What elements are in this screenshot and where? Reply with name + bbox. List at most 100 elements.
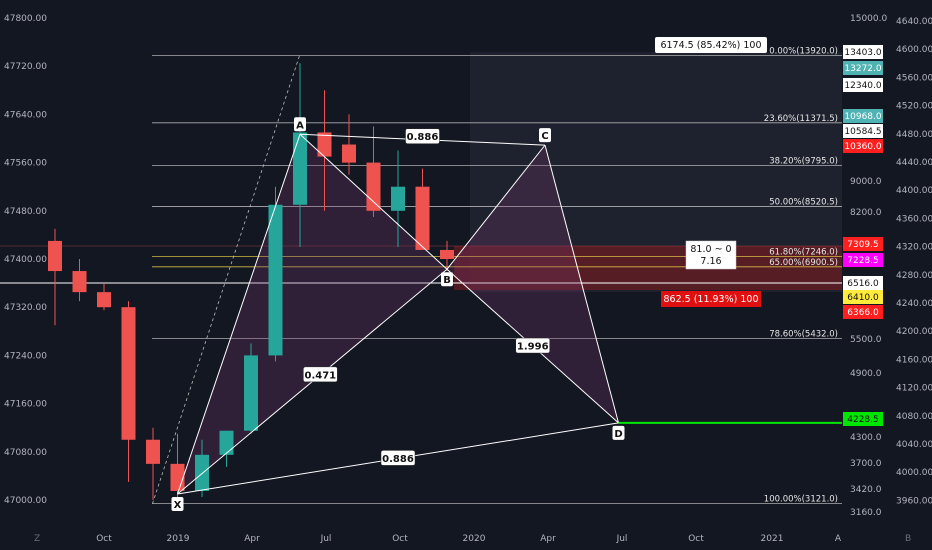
pattern-line-BC: [446, 144, 546, 270]
mid-tick-2: 8200.0: [850, 208, 882, 218]
point-label-A: A: [296, 120, 304, 131]
ratio-label-3: 0.886: [382, 454, 414, 465]
price-tag-bg-3: [843, 109, 883, 123]
left-price-axis: 47800.00 47720.00 47640.00 47560.00 47480.00…: [4, 14, 47, 506]
red-measure-text: 862.5 (11.93%) 100: [663, 294, 758, 305]
pattern-line-AB: [299, 133, 448, 270]
mid-tick-1: 9000.0: [850, 177, 882, 187]
price-tag-8: 6516.0: [847, 279, 879, 289]
fib-label-2: 38.20%(9795.0): [769, 157, 838, 167]
ratio-label-0: 0.886: [407, 132, 439, 143]
right-tick-6: 4400.00: [896, 186, 932, 196]
ratio-box-3: [380, 450, 416, 466]
right-tick-7: 4360.00: [896, 214, 932, 224]
x-tick-7: Jul: [616, 534, 628, 544]
right-tick-1: 4600.00: [896, 45, 932, 55]
price-tag-bg-6: [843, 237, 883, 251]
ratio-labels: 0.886 0.471 1.996 0.886: [303, 128, 550, 466]
candle-body-2019-09: [366, 162, 381, 211]
mid-tick-0: 15000.0: [850, 14, 887, 24]
left-tick-10: 47000.00: [4, 496, 47, 506]
right-tick-3: 4520.00: [896, 102, 932, 112]
fib-label-3: 50.00%(8520.5): [769, 198, 838, 208]
fib-label-4: 61.80%(7246.0): [769, 248, 838, 258]
left-tick-2: 47640.00: [4, 110, 47, 120]
price-tag-bg-9: [843, 290, 883, 304]
price-tag-9: 6410.0: [847, 293, 879, 303]
right-tick-0: 4640.00: [896, 17, 932, 27]
left-tick-9: 47080.00: [4, 448, 47, 458]
pattern-line-XA: [177, 134, 301, 495]
point-box-B: [441, 272, 453, 287]
pattern-line-CD: [544, 144, 619, 424]
mid-tick-7: 3420.0: [850, 485, 882, 495]
ratio-label-2: 1.996: [517, 342, 549, 353]
x-tick-9: 2021: [761, 534, 784, 544]
price-tag-bg-10: [843, 305, 883, 319]
dashed-trendline: [152, 54, 301, 504]
ratio-label-1: 0.471: [305, 370, 337, 381]
mid-tick-5: 4300.0: [850, 433, 882, 443]
mid-price-axis: 15000.0 9000.0 8200.0 5500.0 4900.0 4300.0 370…: [850, 14, 887, 518]
candle-body-2019-08: [342, 144, 356, 163]
price-tag-bg-8: [843, 276, 883, 290]
candle-body-2019-05: [268, 204, 283, 356]
right-tick-8: 4320.00: [896, 243, 932, 253]
left-tick-0: 47800.00: [4, 14, 47, 24]
range-box: [685, 240, 737, 270]
x-tick-10: A: [835, 534, 842, 544]
red-measure-box: [661, 291, 761, 307]
right-tick-5: 4440.00: [896, 158, 932, 168]
mid-tick-3: 5500.0: [850, 335, 882, 345]
point-label-B: B: [443, 275, 451, 286]
range-top-text: 81.0 ~ 0: [690, 244, 731, 255]
price-tag-11: 4228.5: [847, 415, 879, 425]
fib-label-0: 0.00%(13920.0): [769, 46, 838, 56]
point-label-D: D: [614, 429, 622, 440]
range-bottom-text: 7.16: [700, 256, 721, 267]
right-price-axis: 4640.00 4600.00 4560.00 4520.00 4480.00 4440.…: [896, 17, 932, 506]
price-tag-bg-2: [843, 78, 883, 92]
price-tag-5: 10360.0: [844, 142, 881, 152]
right-tick-15: 4040.00: [896, 440, 932, 450]
x-tick-3: Jul: [320, 534, 332, 544]
left-tick-4: 47480.00: [4, 207, 47, 217]
time-axis: Oct 2019 Apr Jul Oct 2020 Apr Jul Oct 2021 A: [96, 534, 842, 544]
right-tick-16: 4000.00: [896, 468, 932, 478]
candle-body-2019-12: [440, 249, 454, 259]
fib-label-6: 78.60%(5432.0): [769, 330, 838, 340]
ratio-box-0: [405, 128, 440, 144]
mid-tick-6: 3700.0: [850, 459, 882, 469]
price-tag-4: 10584.5: [844, 127, 881, 137]
right-tick-9: 4280.00: [896, 271, 932, 281]
price-tag-bg-7: [843, 253, 883, 267]
point-box-X: [171, 496, 184, 511]
x-tick-4: Oct: [392, 534, 408, 544]
candle-body-2019-07: [317, 132, 332, 157]
ratio-box-2: [515, 337, 550, 354]
right-tick-4: 4480.00: [896, 130, 932, 140]
z-label[interactable]: Z: [34, 534, 40, 544]
candle-body-2019-11: [415, 186, 430, 250]
left-tick-1: 47720.00: [4, 62, 47, 72]
x-tick-1: 2019: [167, 534, 190, 544]
left-tick-3: 47560.00: [4, 159, 47, 169]
price-tags: 13403.0 13272.0 12340.0 10968.0 10584.5 10360…: [843, 45, 883, 426]
right-tick-12: 4160.00: [896, 355, 932, 365]
fib-label-5: 65.00%(6900.5): [769, 258, 838, 268]
price-tag-6: 7309.5: [847, 240, 879, 250]
pattern-point-labels: X A B C D: [171, 117, 625, 511]
right-tick-13: 4120.00: [896, 384, 932, 394]
candle-body-2018-08: [48, 240, 62, 272]
candle-body-2018-11: [121, 307, 136, 440]
b-label[interactable]: B: [905, 534, 911, 544]
x-tick-2: Apr: [244, 534, 260, 544]
candle-body-2019-06: [293, 132, 307, 205]
candle-body-2019-04: [244, 355, 258, 431]
left-tick-5: 47400.00: [4, 255, 47, 265]
x-tick-0: Oct: [96, 534, 112, 544]
top-measure-text: 6174.5 (85.42%) 100: [660, 40, 761, 51]
right-tick-10: 4240.00: [896, 299, 932, 309]
fib-label-1: 23.60%(11371.5): [764, 114, 838, 124]
top-measure-box: [655, 37, 767, 53]
